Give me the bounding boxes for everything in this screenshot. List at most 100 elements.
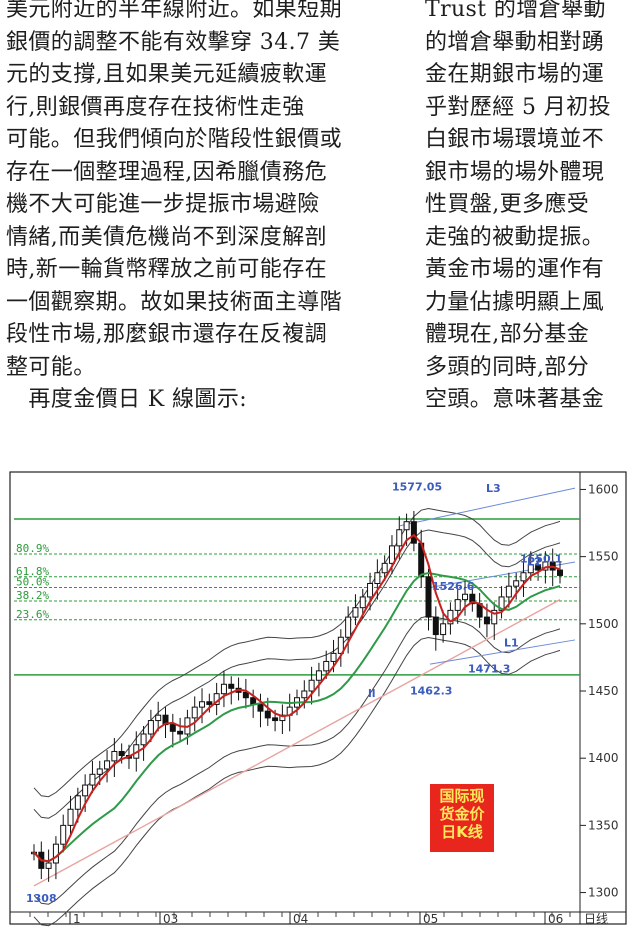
right-line: 金在期銀市場的運 — [425, 62, 605, 87]
right-line: 黃金市場的運作有 — [425, 257, 605, 282]
candle-body — [96, 768, 103, 775]
y-tick-label: 1300 — [588, 886, 619, 900]
ma-long-line — [33, 571, 561, 863]
left-line: 美元附近的半年線附近。如果短期 — [6, 0, 343, 22]
candle-body — [323, 660, 330, 672]
right-line: Trust 的增倉舉動 — [425, 0, 606, 22]
article-right-column: Trust 的增倉舉動 的增倉舉動相對踴 金在期銀市場的運 乎對歷經 5 月初投 白銀市… — [425, 0, 636, 417]
candle-body — [352, 607, 359, 618]
left-line: 一個觀察期。故如果技術面主導階 — [6, 289, 343, 315]
candle-body — [45, 862, 52, 869]
left-line: 銀價的調整不能有效擊穿 34.7 美 — [6, 29, 341, 55]
candle-body — [483, 616, 490, 625]
x-tick-label: 05 — [423, 912, 438, 926]
x-tick-label: 06 — [548, 912, 563, 926]
gold-daily-kline-chart: 1600 1550 1500 1450 1400 1350 1300 1 03 04 05 06 日线 8… — [0, 468, 636, 928]
candle-body — [264, 710, 271, 719]
candle-body — [220, 683, 227, 695]
candle-body — [432, 616, 439, 636]
price-annotation: 1308 — [26, 892, 57, 905]
trend-line-label: L1 — [504, 637, 519, 650]
left-line: 時,新一輪貨幣釋放之前可能存在 — [6, 257, 327, 282]
price-annotation: 1577.05 — [392, 480, 442, 493]
stamp-line-1: 国际现 — [439, 787, 485, 805]
candle-body — [396, 529, 403, 547]
candle-body — [118, 750, 125, 756]
ma-short-line — [33, 533, 561, 863]
right-line: 白銀市場環境並不 — [425, 127, 605, 152]
candle-body — [469, 593, 476, 605]
y-tick-label: 1350 — [588, 818, 619, 832]
candle-body — [403, 521, 410, 531]
candle-body — [557, 569, 563, 576]
trend-line-label: ll — [368, 687, 376, 700]
candle-body — [308, 679, 315, 692]
fib-level-label: 38.2% — [16, 589, 49, 602]
candle-body — [177, 730, 184, 735]
trend-line-L3 — [399, 487, 576, 527]
left-line: 情緒,而美債危機尚不到深度解剖 — [6, 224, 327, 250]
x-tick-label: 04 — [293, 912, 308, 926]
right-line: 銀市場的場外體現 — [425, 159, 605, 185]
bollinger-outer-lower — [33, 636, 561, 927]
left-line: 行,則銀價再度存在技術性走強 — [6, 94, 305, 120]
fib-level-label: 23.6% — [16, 608, 49, 621]
candle-body — [60, 824, 67, 845]
trend-line-L1 — [429, 639, 576, 665]
price-annotation: 1526.6 — [432, 580, 475, 593]
y-tick-label: 1500 — [588, 617, 619, 631]
left-line: 可能。但我們傾向於階段性銀價或 — [6, 127, 343, 152]
left-line: 整可能。 — [6, 354, 96, 380]
candle-body — [381, 562, 388, 574]
candle-body — [410, 521, 417, 544]
candle-body — [542, 561, 549, 571]
y-tick-label: 1600 — [588, 482, 619, 496]
candle-body — [330, 652, 337, 662]
candle-body — [520, 572, 527, 582]
trend-line-label: L2 — [527, 555, 542, 568]
right-line: 性買盤,更多應受 — [425, 192, 590, 217]
right-line: 力量佔據明顯上風 — [425, 289, 605, 315]
candle-body — [191, 706, 198, 719]
trend-line-label: L3 — [486, 482, 501, 495]
candle-body — [242, 691, 249, 699]
candle-body — [447, 609, 454, 625]
candle-body — [535, 564, 542, 571]
stamp-line-2: 货金价 — [439, 805, 485, 823]
y-tick-label: 1450 — [588, 684, 619, 698]
right-line: 體現在,部分基金 — [425, 322, 590, 347]
candle-body — [199, 701, 206, 708]
candle-body — [272, 717, 279, 722]
candle-body — [513, 580, 520, 587]
candle-body — [425, 576, 432, 618]
candle-body — [228, 683, 235, 689]
article-left-column: 美元附近的半年線附近。如果短期銀價的調整不能有效擊穿 34.7 美元的支撐,且如… — [6, 0, 398, 417]
candle-body — [89, 773, 96, 786]
candle-body — [315, 670, 322, 681]
candle-body — [169, 724, 176, 732]
chart-border — [9, 471, 627, 925]
candle-body — [67, 808, 74, 826]
candle-body — [52, 843, 59, 864]
candle-body — [454, 599, 461, 611]
price-annotation: 1462.3 — [410, 684, 452, 697]
candle-body — [498, 596, 505, 611]
right-line: 走強的被動提振。 — [425, 224, 605, 250]
candle-body — [505, 585, 512, 598]
chart-svg: 1600 1550 1500 1450 1400 1350 1300 1 03 04 05 06 日线 8… — [9, 471, 627, 927]
left-line: 元的支撐,且如果美元延續疲軟運 — [6, 62, 327, 87]
x-tick-label: 03 — [163, 912, 178, 926]
candle-body — [388, 545, 395, 564]
candle-body — [337, 636, 344, 654]
candle-body — [155, 714, 162, 722]
candle-body — [104, 760, 111, 770]
fib-level-label: 61.8% — [16, 565, 49, 578]
candle-body — [74, 795, 81, 810]
left-line: 段性市場,那麼銀市還存在反複調 — [6, 322, 327, 347]
fib-level-label: 80.9% — [16, 542, 49, 555]
fib-level-label: 50.0% — [16, 576, 49, 589]
trend-line-ll — [33, 599, 561, 887]
bollinger-outer-upper — [33, 507, 561, 798]
candle-body — [374, 572, 381, 584]
price-annotation: 1471.3 — [468, 662, 510, 675]
